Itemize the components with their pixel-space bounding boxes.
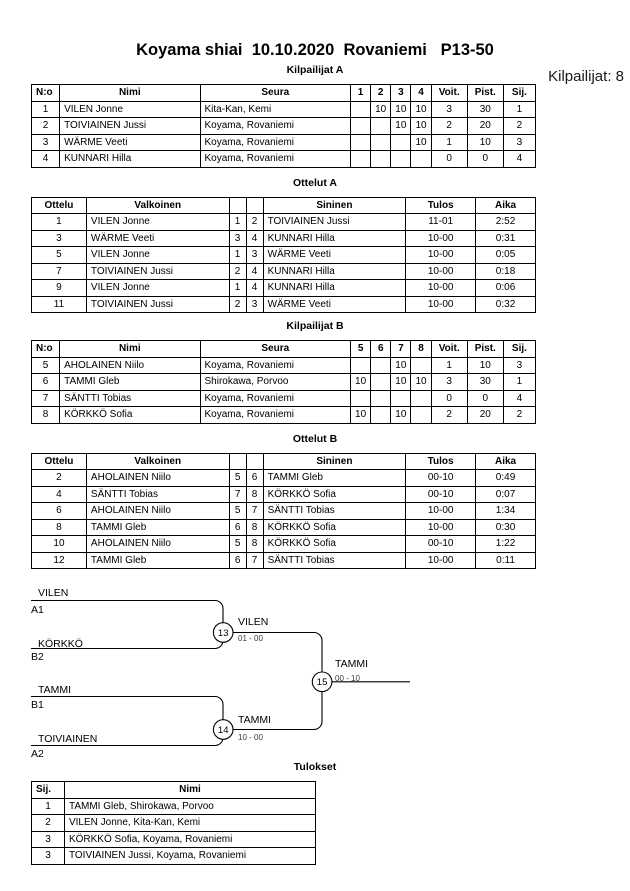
svg-text:14: 14	[218, 725, 229, 736]
svg-text:13: 13	[218, 628, 229, 639]
svg-text:15: 15	[317, 677, 328, 688]
